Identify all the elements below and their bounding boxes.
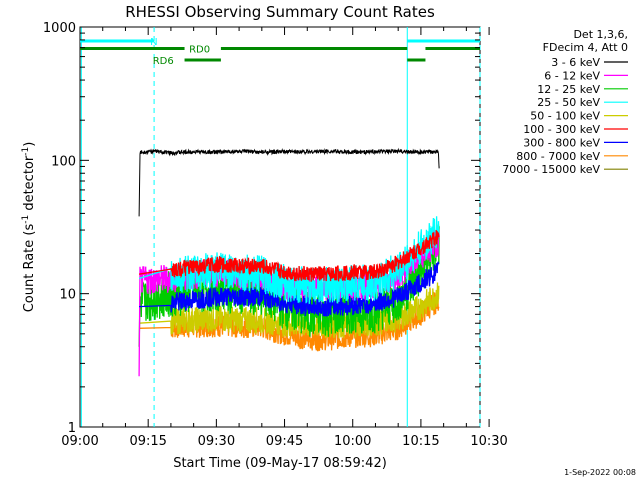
x-axis-label: Start Time (09-May-17 08:59:42): [173, 456, 387, 471]
legend-label-7: 800 - 7000 keV: [516, 150, 600, 163]
status-annotations: N RD0 RD6: [80, 37, 480, 67]
y-tick-label-3: 1000: [43, 21, 76, 36]
y-axis-label: Count Rate (s-1 detector-1): [21, 142, 37, 313]
timestamp: 1-Sep-2022 00:08: [564, 468, 636, 477]
x-tick-label-5: 10:15: [402, 434, 439, 449]
legend-label-4: 50 - 100 keV: [530, 110, 600, 123]
chart-title: RHESSI Observing Summary Count Rates: [125, 3, 435, 21]
legend-label-5: 100 - 300 keV: [523, 123, 600, 136]
x-tick-label-3: 09:45: [266, 434, 303, 449]
x-axis: 09:00 09:15 09:30 09:45 10:00 10:15 10:30: [61, 27, 508, 449]
series-line-6: [139, 261, 440, 317]
annotation-label-rd6: RD6: [153, 56, 174, 67]
x-tick-label-6: 10:30: [470, 434, 507, 449]
plot-frame: [79, 26, 481, 428]
x-tick-label-1: 09:15: [129, 434, 166, 449]
legend-label-6: 300 - 800 keV: [523, 136, 600, 149]
x-tick-label-2: 09:30: [198, 434, 235, 449]
series-line-0: [138, 147, 440, 217]
legend-label-1: 6 - 12 keV: [544, 69, 600, 82]
y-tick-label-0: 1: [68, 421, 76, 436]
legend-label-8: 7000 - 15000 keV: [502, 163, 600, 176]
y-tick-label-1: 10: [59, 288, 76, 303]
legend-label-0: 3 - 6 keV: [551, 56, 600, 69]
series-group: [138, 147, 440, 377]
legend-label-2: 12 - 25 keV: [537, 83, 600, 96]
y-tick-label-2: 100: [51, 154, 76, 169]
y-axis: 1 10 100 1000: [43, 21, 480, 436]
annotation-label-n: N: [150, 37, 157, 48]
series-line-5: [138, 230, 440, 282]
event-lines: [80, 27, 481, 427]
annotation-label-rd0: RD0: [189, 44, 210, 55]
x-tick-label-0: 09:00: [61, 434, 98, 449]
x-tick-label-4: 10:00: [334, 434, 371, 449]
legend-header-2: FDecim 4, Att 0: [543, 41, 628, 54]
legend-header-1: Det 1,3,6,: [573, 28, 628, 41]
legend-label-3: 25 - 50 keV: [537, 96, 600, 109]
